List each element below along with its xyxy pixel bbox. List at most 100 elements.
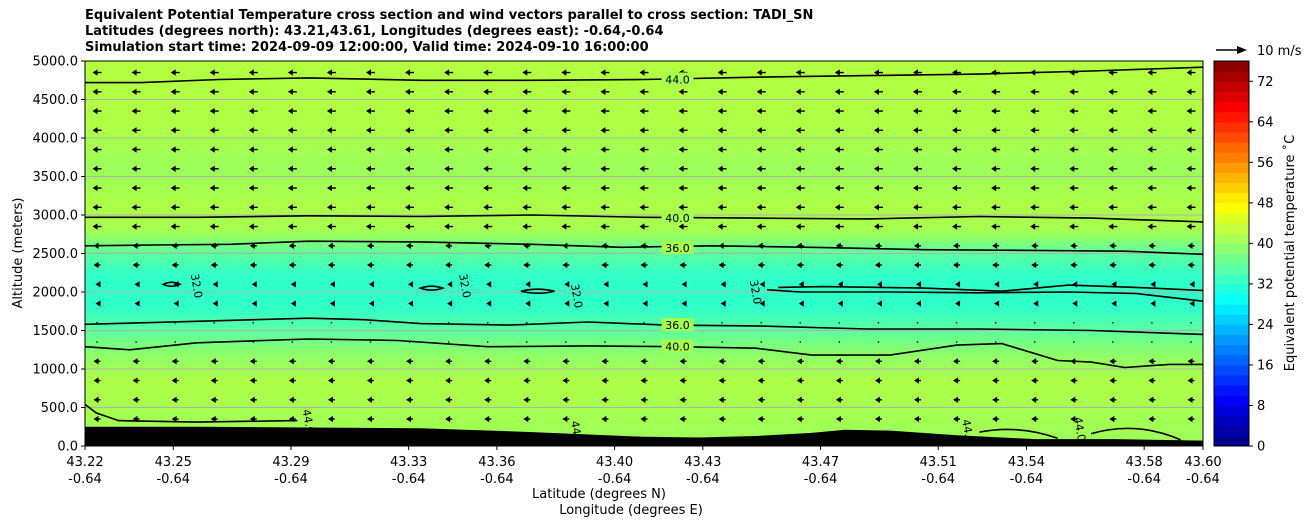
wind-vector bbox=[721, 322, 723, 324]
wind-vector bbox=[326, 204, 336, 211]
wind-vector bbox=[639, 69, 649, 76]
contour-line bbox=[520, 288, 555, 295]
wind-vector bbox=[522, 69, 532, 76]
wind-vector bbox=[522, 88, 532, 95]
wind-vector bbox=[367, 415, 374, 423]
wind-vector bbox=[522, 223, 532, 230]
x-tick-label-lat: 43.58 bbox=[1126, 455, 1163, 470]
y-tick-label: 1500.0 bbox=[33, 324, 79, 339]
wind-vector bbox=[717, 146, 727, 153]
wind-vector bbox=[1069, 223, 1079, 230]
wind-vector bbox=[756, 204, 766, 211]
wind-vector bbox=[718, 396, 726, 403]
wind-vector bbox=[992, 415, 1000, 423]
wind-vector bbox=[1148, 261, 1156, 269]
x-tick-label-lon: -0.64 bbox=[1127, 472, 1161, 487]
wind-vector bbox=[1109, 358, 1117, 365]
wind-vector bbox=[1069, 88, 1079, 95]
wind-vector bbox=[251, 300, 257, 307]
wind-vector bbox=[92, 88, 102, 95]
wind-vector bbox=[992, 358, 1000, 365]
quiver-key-label: 10 m/s bbox=[1257, 44, 1302, 59]
colorbar-segment bbox=[1214, 233, 1249, 244]
wind-vector bbox=[1148, 415, 1156, 423]
wind-vector bbox=[1186, 204, 1196, 211]
wind-vector bbox=[92, 146, 102, 153]
contour-line bbox=[84, 403, 298, 423]
wind-vector bbox=[327, 358, 335, 365]
x-tick-label-lat: 43.33 bbox=[390, 455, 427, 470]
wind-vector bbox=[1069, 107, 1079, 115]
contour-line bbox=[418, 285, 446, 291]
wind-vector bbox=[562, 261, 570, 269]
wind-vector bbox=[1030, 204, 1040, 211]
wind-vector bbox=[1030, 127, 1040, 134]
colorbar-segment bbox=[1214, 182, 1249, 194]
wind-vector bbox=[913, 88, 922, 95]
wind-vector bbox=[756, 184, 766, 192]
wind-vector bbox=[209, 69, 219, 76]
wind-vector bbox=[834, 127, 844, 134]
wind-vector bbox=[170, 107, 180, 115]
gridlines bbox=[85, 99, 1203, 408]
wind-vector bbox=[1069, 204, 1079, 211]
wind-vector bbox=[252, 322, 255, 324]
wind-vector bbox=[991, 165, 1001, 172]
wind-vector bbox=[953, 415, 961, 423]
contour-label: 36.0 bbox=[661, 318, 694, 332]
wind-vector bbox=[445, 377, 453, 384]
wind-vector bbox=[679, 396, 687, 403]
wind-vector bbox=[369, 322, 372, 324]
wind-vector bbox=[170, 69, 180, 76]
wind-vector bbox=[522, 165, 532, 172]
wind-vector bbox=[287, 184, 297, 192]
wind-vector bbox=[131, 127, 141, 134]
wind-vector bbox=[249, 261, 257, 269]
wind-vector bbox=[1147, 107, 1157, 115]
wind-vector bbox=[795, 127, 805, 134]
wind-vector bbox=[1187, 396, 1195, 403]
wind-vector bbox=[1186, 146, 1196, 153]
wind-vector bbox=[132, 396, 140, 403]
contour-line bbox=[85, 214, 1204, 223]
wind-vector bbox=[1072, 322, 1075, 324]
wind-vector bbox=[1186, 69, 1196, 76]
svg-text:44.0: 44.0 bbox=[665, 73, 690, 86]
wind-vector bbox=[287, 165, 297, 172]
x-tick-label-lon: -0.64 bbox=[274, 472, 308, 487]
colorbar-tick-label: 24 bbox=[1257, 318, 1274, 333]
wind-vector bbox=[914, 242, 921, 249]
svg-text:44.0: 44.0 bbox=[1071, 416, 1088, 442]
colorbar-segment bbox=[1214, 263, 1249, 275]
wind-vector bbox=[639, 165, 649, 172]
wind-vector bbox=[873, 146, 883, 153]
x-tick-label-lon: -0.64 bbox=[68, 472, 102, 487]
wind-vector bbox=[1147, 88, 1157, 95]
wind-vector bbox=[93, 396, 101, 403]
wind-vector bbox=[93, 261, 101, 269]
y-tick-label: 5000.0 bbox=[33, 55, 79, 70]
wind-vector bbox=[717, 69, 727, 76]
wind-vector bbox=[717, 107, 727, 115]
wind-vector bbox=[757, 377, 765, 384]
wind-vector bbox=[564, 300, 570, 307]
wind-vector bbox=[367, 261, 374, 269]
x-tick-label-lon: -0.64 bbox=[804, 472, 838, 487]
wind-vector bbox=[1151, 341, 1153, 343]
wind-vector bbox=[483, 204, 493, 211]
y-tick-label: 2000.0 bbox=[33, 286, 79, 301]
wind-vector bbox=[447, 281, 453, 288]
wind-vector bbox=[838, 341, 841, 343]
wind-vector bbox=[760, 341, 763, 343]
colorbar-segment bbox=[1214, 435, 1249, 447]
wind-vector bbox=[913, 223, 922, 230]
wind-vector bbox=[1112, 322, 1114, 324]
contour-lines bbox=[84, 66, 1204, 441]
wind-vector bbox=[955, 322, 958, 324]
wind-vector bbox=[1109, 396, 1117, 403]
wind-vector bbox=[681, 281, 687, 288]
wind-vector bbox=[484, 261, 492, 269]
colorbar-tick-label: 64 bbox=[1257, 115, 1274, 130]
wind-vector bbox=[248, 165, 258, 172]
wind-vector bbox=[760, 322, 763, 324]
